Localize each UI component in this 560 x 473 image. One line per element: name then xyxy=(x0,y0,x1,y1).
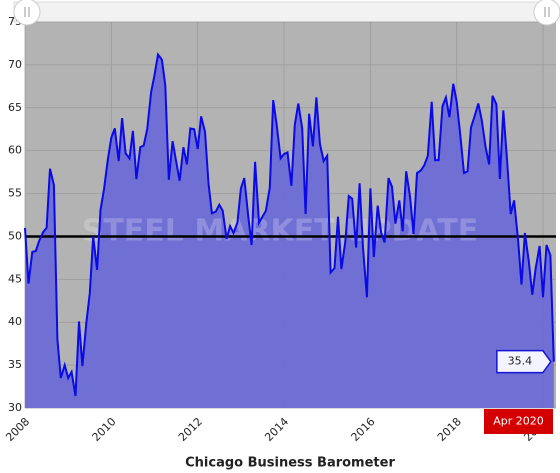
watermark: STEEL MARKET UPDATE xyxy=(82,214,479,249)
y-tick-label: 50 xyxy=(8,229,22,242)
x-tick-label: 2008 xyxy=(3,415,32,444)
range-slider-handle[interactable] xyxy=(533,0,560,26)
line xyxy=(24,52,555,397)
y-tick-label: 60 xyxy=(8,144,22,157)
x-tick-label: 2018 xyxy=(435,415,464,444)
y-tick-label: 70 xyxy=(8,58,22,71)
x-tick-label: 2014 xyxy=(262,415,291,444)
x-tick-label: 2016 xyxy=(349,415,378,444)
x-tick-label: 2012 xyxy=(176,415,205,444)
area xyxy=(25,54,554,408)
y-tick-label: 65 xyxy=(8,101,22,114)
y-tick-label: 45 xyxy=(8,272,22,285)
highlight-label: Apr 2020 xyxy=(493,415,544,428)
y-tick-label: 55 xyxy=(8,187,22,200)
value-label-box xyxy=(496,349,552,374)
chart-title: Chicago Business Barometer xyxy=(185,456,395,471)
value-label: 35.4 xyxy=(508,355,533,368)
y-tick-label: 30 xyxy=(8,401,22,414)
range-slider-handle[interactable] xyxy=(13,0,41,26)
y-tick-label: 40 xyxy=(8,315,22,328)
highlight-label-box xyxy=(484,409,553,434)
y-tick-label: 35 xyxy=(8,358,22,371)
x-tick-label: 2010 xyxy=(90,415,119,444)
range-slider-track[interactable] xyxy=(13,1,549,23)
